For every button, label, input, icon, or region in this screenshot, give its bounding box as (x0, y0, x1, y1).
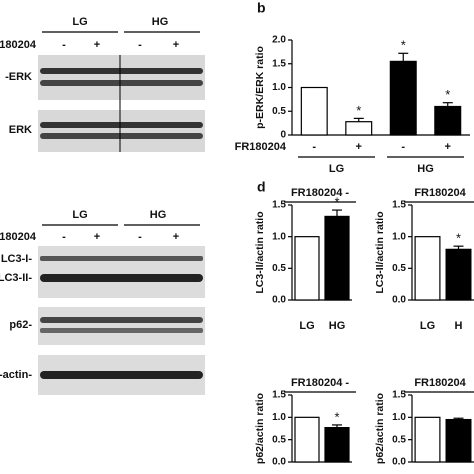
significance: * (456, 231, 461, 246)
panel-letter: b (257, 0, 266, 16)
y-axis-label: LC3-II/actin ratio (254, 211, 266, 293)
group-label: HG (417, 163, 434, 175)
panel-letter: d (257, 179, 266, 195)
y-axis-label: p62/actin ratio (254, 393, 266, 464)
condition: LG (72, 209, 87, 221)
blot (38, 110, 205, 152)
y-tick-label: 1.0 (272, 82, 286, 93)
sign: + (173, 39, 179, 51)
y-tick-label: 1.5 (272, 390, 286, 401)
y-tick-label: 0.0 (272, 457, 286, 468)
band (40, 371, 203, 379)
band (40, 274, 203, 282)
significance: * (334, 409, 339, 424)
band (40, 133, 203, 139)
y-tick-label: 0.0 (392, 295, 406, 306)
y-tick-label: 1.0 (392, 412, 406, 423)
bar (294, 236, 320, 301)
bar (324, 215, 350, 301)
row-label: ERK (9, 124, 32, 136)
band (40, 80, 203, 86)
y-tick-label: 0.5 (272, 263, 286, 274)
bar (294, 416, 320, 463)
chart-title: FR180204 - (291, 187, 349, 199)
bar (414, 416, 441, 463)
significance: * (356, 103, 361, 118)
sign: - (62, 231, 66, 243)
significance: * (445, 87, 450, 102)
condition: HG (150, 209, 167, 221)
x-axis-label: FR180204 (235, 141, 287, 153)
sign: - (138, 231, 142, 243)
sign: - (138, 39, 142, 51)
blot-bottom: LG HG 180204 - + - + LC3-I- LC3-II- p62-… (0, 209, 205, 395)
bar (445, 418, 472, 463)
x-tick-label: + (445, 141, 451, 153)
bar (414, 236, 441, 301)
y-tick-label: 0 (280, 130, 286, 141)
row-label: LC3-II- (0, 272, 32, 284)
blot (38, 55, 205, 100)
y-tick-label: 1.0 (272, 231, 286, 242)
blot (38, 246, 205, 298)
row-label: -ERK (5, 71, 32, 83)
sign: + (173, 231, 179, 243)
y-axis-label: p62/actin ratio (374, 393, 386, 464)
band (40, 256, 203, 261)
bar (445, 248, 472, 301)
blot (38, 307, 205, 345)
y-tick-label: 1.0 (392, 231, 406, 242)
row-label: LC3-I- (1, 253, 33, 265)
sign: - (62, 39, 66, 51)
y-tick-label: 0.5 (392, 263, 406, 274)
bar (434, 105, 462, 136)
treatment: 180204 (0, 231, 37, 243)
sign: + (94, 39, 100, 51)
bar (345, 121, 373, 136)
y-tick-label: 1.5 (392, 390, 406, 401)
y-tick-label: 1.0 (272, 412, 286, 423)
y-tick-label: 1.5 (272, 58, 286, 69)
band (40, 328, 203, 333)
band (40, 68, 203, 74)
bar (324, 427, 350, 463)
row-label: -actin- (0, 369, 32, 381)
y-axis-label: LC3-II/actin ratio (374, 211, 386, 293)
treatment: 180204 (0, 39, 37, 51)
x-tick-label: LG (299, 320, 314, 332)
row-label: p62- (9, 319, 32, 331)
y-tick-label: 0.0 (392, 457, 406, 468)
y-tick-label: 0.0 (272, 295, 286, 306)
band (40, 122, 203, 128)
x-tick-label: H (455, 320, 463, 332)
y-tick-label: 1.5 (272, 200, 286, 211)
y-tick-label: 0.5 (392, 434, 406, 445)
y-axis-label: p-ERK/ERK ratio (254, 46, 266, 129)
y-tick-label: 1.5 (392, 200, 406, 211)
blot-top: LG HG 180204 - + - + -ERK ERK (0, 16, 205, 152)
y-tick-label: 0.5 (272, 106, 286, 117)
x-tick-label: HG (329, 320, 346, 332)
chart-title: FR180204 (414, 377, 466, 389)
bar (300, 86, 328, 136)
y-tick-label: 0.5 (272, 434, 286, 445)
significance: * (334, 195, 339, 210)
significance: * (401, 38, 406, 53)
band (40, 317, 203, 323)
condition: LG (72, 16, 87, 28)
x-tick-label: LG (420, 320, 435, 332)
x-tick-label: - (312, 141, 316, 153)
x-tick-label: - (401, 141, 405, 153)
chart-title: FR180204 (414, 187, 466, 199)
x-tick-label: + (356, 141, 362, 153)
chart-title: FR180204 - (291, 377, 349, 389)
sign: + (94, 231, 100, 243)
group-label: LG (329, 163, 344, 175)
bar (389, 60, 417, 136)
condition: HG (152, 16, 169, 28)
y-tick-label: 2.0 (272, 35, 286, 46)
